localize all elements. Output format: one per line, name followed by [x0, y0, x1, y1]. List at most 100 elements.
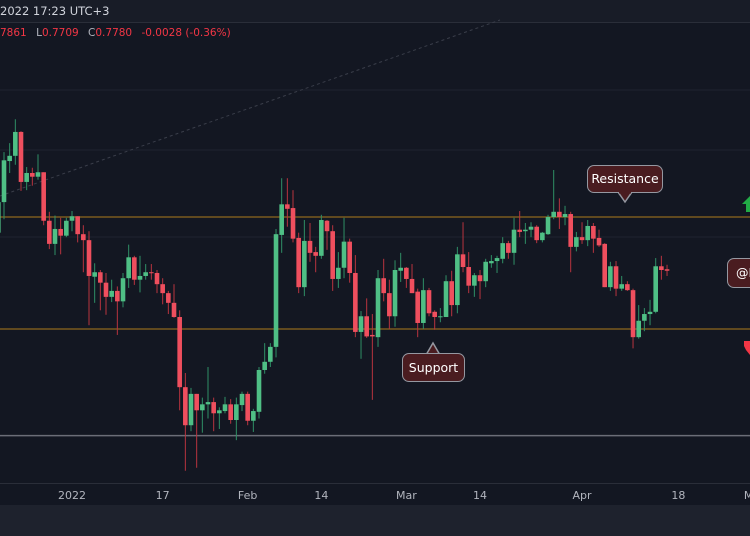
- candle-body: [52, 228, 58, 244]
- candle: [472, 272, 477, 297]
- x-tick-label: 14: [314, 489, 329, 502]
- candle: [602, 243, 607, 288]
- candle: [324, 220, 330, 250]
- candle-body: [647, 311, 653, 315]
- candle-body: [528, 226, 534, 230]
- candle-body: [307, 240, 313, 253]
- candle: [341, 217, 347, 279]
- x-tick-label: Mar: [395, 489, 417, 502]
- candle-body: [285, 204, 290, 209]
- trendline: [0, 19, 501, 197]
- candle: [653, 258, 659, 314]
- candle: [364, 298, 369, 338]
- candle: [642, 308, 647, 332]
- candle: [455, 246, 460, 314]
- candle-body: [245, 393, 250, 421]
- candle: [494, 255, 500, 273]
- candle-body: [256, 370, 262, 412]
- candle-body: [596, 237, 602, 246]
- candle-body: [653, 266, 659, 312]
- candle: [500, 237, 505, 264]
- candle: [279, 178, 284, 253]
- candle-body: [0, 202, 1, 233]
- candle-body: [324, 220, 330, 232]
- chart-header: 2022 17:23 UTC+3: [0, 0, 750, 23]
- candle-body: [234, 404, 239, 420]
- candle: [409, 264, 415, 294]
- price-levels: [0, 216, 750, 437]
- candle-body: [205, 402, 211, 405]
- candle: [438, 308, 443, 323]
- candle: [330, 225, 335, 291]
- candle-body: [489, 261, 494, 264]
- candle: [664, 264, 670, 276]
- candle: [86, 231, 92, 326]
- candle-body: [608, 266, 613, 288]
- candle: [228, 399, 233, 424]
- candle-body: [540, 232, 545, 241]
- resistance-label: Resistance: [591, 171, 659, 186]
- candle: [579, 222, 585, 244]
- candle-body: [613, 266, 619, 289]
- candle: [188, 387, 194, 432]
- candle: [466, 252, 471, 294]
- candle: [296, 232, 301, 294]
- time-axis[interactable]: 2022 17 Feb 14 Mar 14 Apr 18 Ma: [0, 483, 750, 506]
- candle: [336, 252, 341, 288]
- candle: [98, 270, 103, 311]
- x-tick-label: 2022: [58, 489, 86, 502]
- candle-body: [81, 234, 86, 241]
- candle-body: [18, 131, 24, 182]
- candle-body: [279, 204, 284, 235]
- candle: [415, 288, 420, 338]
- candle-body: [222, 404, 228, 412]
- candle: [636, 305, 641, 339]
- resistance-callout[interactable]: Resistance: [587, 165, 663, 193]
- candle: [194, 393, 199, 468]
- candle-body: [109, 290, 114, 297]
- candle-body: [517, 229, 522, 232]
- candle: [370, 314, 375, 400]
- candle: [154, 270, 160, 294]
- support-callout[interactable]: Support: [402, 353, 465, 382]
- candle-body: [228, 404, 233, 420]
- candle-body: [290, 208, 296, 239]
- ohlc-legend: 7861 L0.7709 C0.7780 -0.0028 (-0.36%): [0, 27, 231, 39]
- candle: [313, 246, 318, 273]
- candle-body: [466, 267, 471, 286]
- candle-body: [562, 214, 568, 218]
- candle-body: [336, 267, 341, 279]
- candle-body: [30, 172, 35, 177]
- candle: [523, 222, 528, 244]
- candle: [211, 397, 216, 432]
- candle: [404, 267, 409, 288]
- candle-body: [41, 172, 46, 221]
- candle: [69, 211, 75, 232]
- x-tick-label: 18: [671, 489, 686, 502]
- candle-body: [659, 266, 664, 270]
- candle: [358, 311, 364, 359]
- candle-body: [200, 404, 205, 411]
- candle: [109, 279, 114, 303]
- candle-body: [171, 302, 177, 318]
- candle-body: [330, 231, 335, 279]
- candle: [24, 167, 29, 191]
- candles: [0, 119, 670, 471]
- candle-body: [585, 225, 590, 241]
- candlestick-chart[interactable]: [0, 0, 750, 483]
- candle: [545, 214, 551, 235]
- candle-body: [438, 316, 443, 318]
- candle-body: [177, 317, 182, 388]
- close-label: C: [88, 27, 96, 39]
- grid-lines: [0, 89, 750, 238]
- candle: [35, 154, 41, 180]
- candle-body: [557, 211, 562, 218]
- candle-body: [387, 293, 392, 317]
- candle: [568, 211, 573, 273]
- candle: [245, 391, 250, 426]
- candle: [557, 198, 562, 229]
- candle: [262, 343, 267, 374]
- candle-body: [455, 254, 460, 306]
- candle: [528, 222, 534, 238]
- candle: [13, 119, 18, 165]
